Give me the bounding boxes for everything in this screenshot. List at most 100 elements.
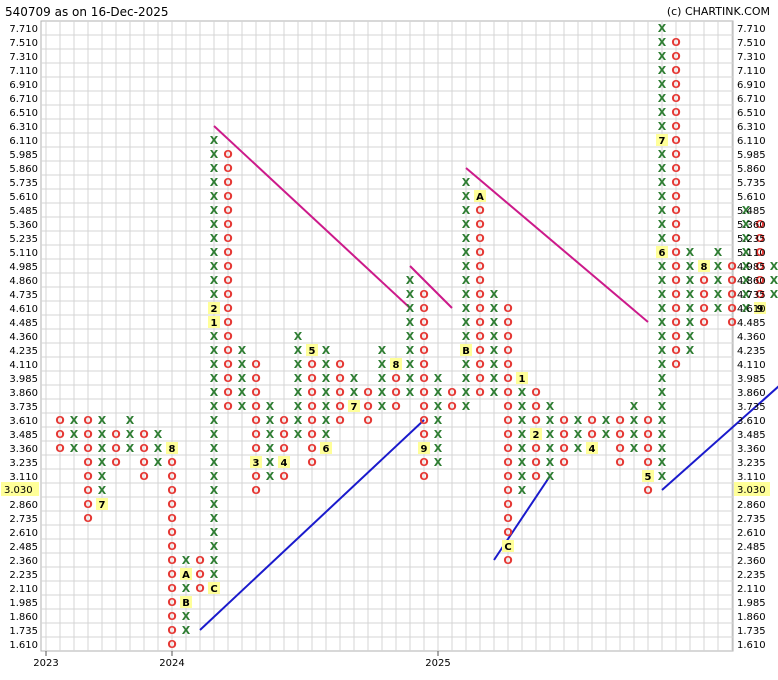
o-mark: O	[475, 260, 484, 273]
o-mark: O	[587, 414, 596, 427]
o-mark: O	[167, 624, 176, 637]
x-mark: X	[742, 204, 751, 217]
o-mark: O	[503, 428, 512, 441]
y-tick-label-left: 4.735	[9, 290, 38, 301]
y-tick-label-left: 1.610	[9, 640, 38, 651]
y-tick-label-right: 2.360	[737, 556, 766, 567]
o-mark: O	[111, 442, 120, 455]
x-mark: X	[378, 386, 387, 399]
month-marker: C	[210, 584, 217, 595]
o-mark: O	[615, 428, 624, 441]
x-mark: X	[210, 148, 219, 161]
x-mark: X	[658, 148, 667, 161]
o-mark: O	[559, 414, 568, 427]
y-tick-label-right: 1.610	[737, 640, 766, 651]
x-mark: X	[686, 316, 695, 329]
month-marker: 4	[281, 458, 288, 469]
o-mark: O	[83, 512, 92, 525]
y-tick-label-left: 6.310	[9, 122, 38, 133]
x-mark: X	[518, 386, 527, 399]
o-mark: O	[643, 428, 652, 441]
o-mark: O	[503, 358, 512, 371]
x-mark: X	[266, 442, 275, 455]
o-mark: O	[643, 442, 652, 455]
o-mark: O	[503, 512, 512, 525]
o-mark: O	[475, 386, 484, 399]
o-mark: O	[251, 372, 260, 385]
x-mark: X	[714, 260, 723, 273]
o-mark: O	[223, 218, 232, 231]
o-mark: O	[671, 302, 680, 315]
x-mark: X	[714, 246, 723, 259]
month-marker-bg	[390, 358, 402, 370]
o-mark: O	[139, 442, 148, 455]
o-mark: O	[671, 288, 680, 301]
month-marker-bg	[460, 344, 472, 356]
o-mark: O	[671, 64, 680, 77]
month-marker: 1	[519, 374, 526, 385]
y-tick-label-right: 1.735	[737, 626, 766, 637]
month-marker-bg	[474, 190, 486, 202]
x-mark: X	[266, 456, 275, 469]
o-mark: O	[167, 498, 176, 511]
x-mark: X	[686, 246, 695, 259]
o-mark: O	[475, 344, 484, 357]
x-mark: X	[406, 316, 415, 329]
x-mark: X	[518, 456, 527, 469]
y-tick-label-left: 4.360	[9, 332, 38, 343]
o-mark: O	[503, 414, 512, 427]
x-mark: X	[126, 414, 135, 427]
x-mark: X	[378, 400, 387, 413]
y-tick-label-right: 6.110	[737, 136, 766, 147]
o-mark: O	[755, 232, 764, 245]
x-mark: X	[322, 428, 331, 441]
x-mark: X	[686, 344, 695, 357]
o-mark: O	[223, 288, 232, 301]
x-mark: X	[658, 288, 667, 301]
o-mark: O	[475, 288, 484, 301]
o-mark: O	[615, 442, 624, 455]
x-mark: X	[434, 456, 443, 469]
x-mark: X	[210, 414, 219, 427]
o-mark: O	[755, 274, 764, 287]
y-tick-label-left: 4.860	[9, 276, 38, 287]
x-mark: X	[154, 442, 163, 455]
y-tick-label-right: 5.235	[737, 234, 766, 245]
x-mark: X	[462, 260, 471, 273]
y-tick-label-right: 2.610	[737, 528, 766, 539]
y-tick-label-right: 2.110	[737, 584, 766, 595]
o-mark: O	[671, 344, 680, 357]
x-mark: X	[658, 92, 667, 105]
o-mark: O	[727, 302, 736, 315]
x-mark: X	[238, 372, 247, 385]
x-mark: X	[658, 442, 667, 455]
x-mark: X	[210, 288, 219, 301]
x-mark: X	[182, 610, 191, 623]
x-mark: X	[210, 246, 219, 259]
x-mark: X	[658, 274, 667, 287]
month-marker-bg	[698, 260, 710, 272]
o-mark: O	[223, 372, 232, 385]
x-mark: X	[462, 176, 471, 189]
x-mark: X	[602, 414, 611, 427]
o-mark: O	[251, 484, 260, 497]
x-mark: X	[546, 428, 555, 441]
o-mark: O	[83, 456, 92, 469]
y-tick-label-right: 1.985	[737, 598, 766, 609]
o-mark: O	[475, 204, 484, 217]
x-mark: X	[770, 288, 778, 301]
o-mark: O	[671, 162, 680, 175]
x-mark: X	[210, 456, 219, 469]
y-tick-label-right: 3.610	[737, 416, 766, 427]
month-marker: 6	[323, 444, 330, 455]
x-mark: X	[210, 540, 219, 553]
x-mark: X	[658, 344, 667, 357]
y-tick-label-left: 4.485	[9, 318, 38, 329]
x-mark: X	[406, 274, 415, 287]
x-mark: X	[406, 330, 415, 343]
x-mark: X	[546, 470, 555, 483]
o-mark: O	[671, 218, 680, 231]
o-mark: O	[755, 218, 764, 231]
month-marker: 8	[169, 444, 176, 455]
y-tick-label-left: 4.235	[9, 346, 38, 357]
